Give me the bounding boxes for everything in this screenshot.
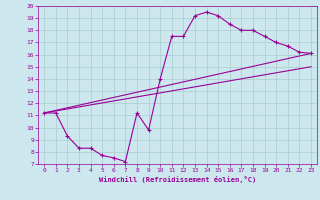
X-axis label: Windchill (Refroidissement éolien,°C): Windchill (Refroidissement éolien,°C) bbox=[99, 176, 256, 183]
